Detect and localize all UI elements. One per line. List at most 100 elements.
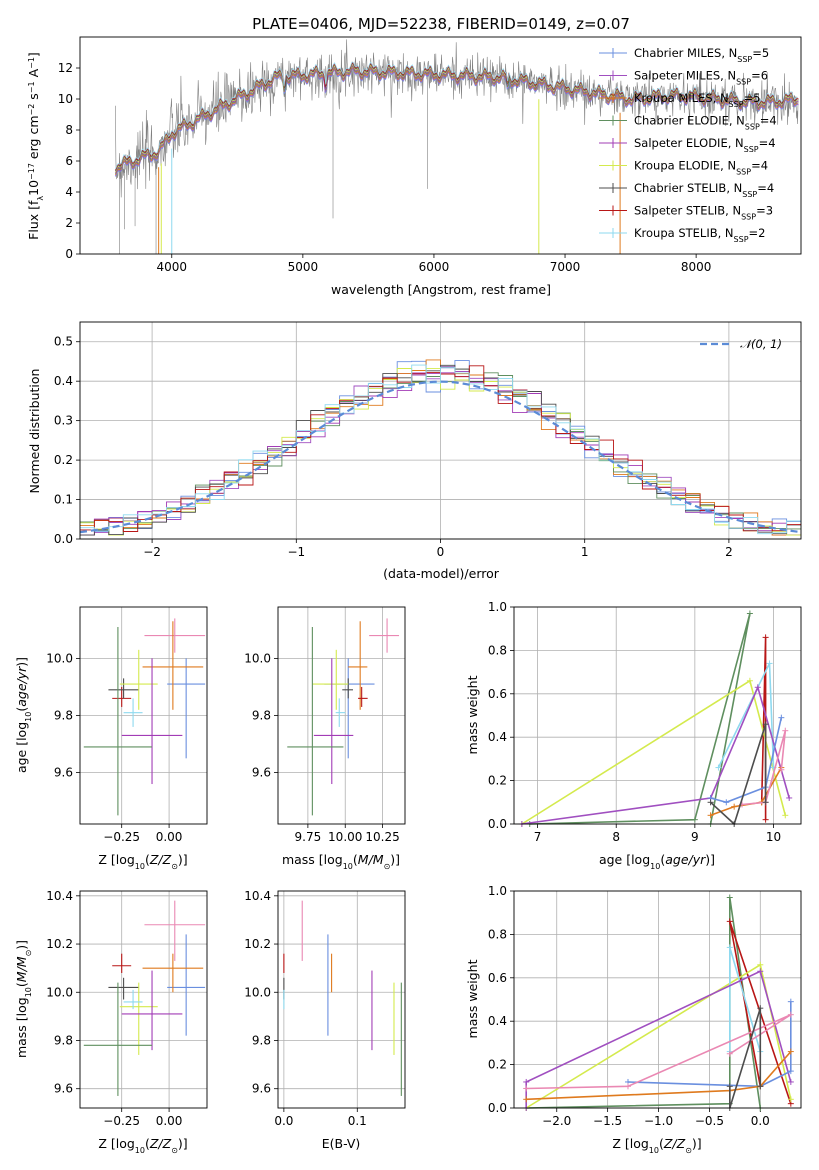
y-tick-label: 9.6 — [252, 1082, 271, 1096]
weight-vs-age-ticks: 7 8 9 10 0.0 0.2 0.4 0.6 0.8 1.0 — [488, 600, 781, 844]
age-vs-mass-ticks: 9.75 10.00 10.25 9.6 9.8 10.0 — [244, 651, 399, 844]
y-tick-label: 9.8 — [252, 709, 271, 723]
x-tick-label: 0.00 — [156, 1114, 183, 1128]
x-tick-label: 10.25 — [365, 830, 399, 844]
mass-vs-ebv-frame — [277, 890, 406, 1109]
x-tick-label: 9.75 — [295, 830, 322, 844]
x-tick-label: 0.0 — [751, 1114, 770, 1128]
weight-vs-age-xlabel: age [log10(age/yr)] — [599, 852, 715, 871]
x-tick-label: −0.25 — [103, 830, 140, 844]
y-tick-label: 9.8 — [54, 709, 73, 723]
age-vs-z-xlabel: Z [log10(Z/Z⊙)] — [98, 852, 187, 871]
x-tick-label: −2.0 — [542, 1114, 571, 1128]
x-tick-label: 7 — [534, 830, 542, 844]
y-tick-label: 0.0 — [54, 532, 73, 546]
age-vs-z-ylabel: age [log10(age/yr)] — [14, 657, 33, 773]
residuals-ylabel: Normed distribution — [27, 369, 42, 494]
spectrum-frame — [79, 36, 802, 255]
mass-vs-z-ticks: −0.25 0.00 9.6 9.8 10.0 10.2 10.4 — [46, 889, 182, 1128]
weight-vs-z-ticks: −2.0 −1.5 −1.0 −0.5 0.0 0.0 0.2 0.4 0.6 0.8 1.0 — [488, 884, 770, 1128]
x-tick-label: 8000 — [681, 260, 712, 274]
weight-vs-z-axes: −2.0 −1.5 −1.0 −0.5 0.0 0.0 0.2 0.4 0.6 0.8 1.0 Z [… — [465, 884, 802, 1155]
weight-vs-z-plot — [523, 894, 794, 1111]
x-tick-label: 0.1 — [348, 1114, 367, 1128]
mass-vs-ebv-xlabel: E(B-V) — [322, 1136, 361, 1151]
residuals-plot — [79, 359, 802, 536]
legend-entry: Chabrier ELODIE, NSSP=4 — [634, 114, 777, 132]
y-tick-label: 0.5 — [54, 335, 73, 349]
y-tick-label: 0.6 — [488, 971, 507, 985]
y-tick-label: 0 — [65, 247, 73, 261]
y-tick-label: 0.3 — [54, 414, 73, 428]
x-tick-label: −1.0 — [644, 1114, 673, 1128]
weight-z-line — [526, 897, 762, 1109]
x-tick-label: 0.00 — [156, 830, 183, 844]
spectrum-ticks: 4000 5000 6000 7000 8000 0 2 4 6 8 10 12 — [58, 61, 712, 274]
spectrum-ylabel: Flux [fλ10−17 erg cm−2 s−1 A−1] — [26, 52, 45, 240]
mass-vs-z-frame — [79, 890, 208, 1109]
legend-entry: Kroupa ELODIE, NSSP=4 — [634, 159, 768, 177]
mass-vs-z-axes: −0.25 0.00 9.6 9.8 10.0 10.2 10.4 Z [log10(Z/Z⊙… — [14, 889, 208, 1155]
spectrum-xlabel: wavelength [Angstrom, rest frame] — [331, 282, 551, 297]
y-tick-label: 10.0 — [46, 651, 73, 665]
x-tick-label: 9 — [691, 830, 699, 844]
mass-vs-z-ylabel: mass [log10(M/M⊙)] — [14, 940, 33, 1058]
spectrum-model-line — [115, 67, 798, 175]
legend-entry: Salpeter STELIB, NSSP=3 — [634, 204, 773, 222]
age-vs-mass-xlabel: mass [log10(M/M⊙)] — [282, 852, 400, 871]
weight-age-line — [521, 684, 790, 825]
y-tick-label: 1.0 — [488, 884, 507, 898]
y-tick-label: 0.0 — [488, 817, 507, 831]
weight-age-line — [529, 613, 751, 825]
x-tick-label: 10 — [766, 830, 781, 844]
y-tick-label: 0.2 — [54, 453, 73, 467]
weight-vs-age-axes: 7 8 9 10 0.0 0.2 0.4 0.6 0.8 1.0 age [log10(age/yr… — [465, 600, 802, 871]
weight-age-line — [710, 717, 783, 804]
weight-z-line — [525, 970, 792, 1108]
weight-z-line — [526, 1051, 792, 1101]
y-tick-label: 10.0 — [244, 985, 271, 999]
x-tick-label: −1.5 — [593, 1114, 622, 1128]
spectrum-plot — [115, 39, 799, 254]
age-vs-mass-plot — [287, 618, 400, 816]
y-tick-label: 9.6 — [54, 1082, 73, 1096]
y-tick-label: 10.0 — [46, 985, 73, 999]
age-vs-mass-axes: 9.75 10.00 10.25 9.6 9.8 10.0 mass [log10(M/M⊙… — [244, 606, 406, 871]
weight-vs-age-ylabel: mass weight — [465, 675, 480, 754]
y-tick-label: 9.6 — [54, 766, 73, 780]
spectrum-legend: Chabrier MILES, NSSP=5 Salpeter MILES, NS… — [599, 46, 777, 244]
y-tick-label: 9.8 — [54, 1033, 73, 1047]
y-tick-label: 8 — [65, 123, 73, 137]
spectrum-model-line — [115, 61, 798, 170]
x-tick-label: −0.25 — [103, 1114, 140, 1128]
y-tick-label: 10 — [58, 92, 73, 106]
x-tick-label: 8 — [612, 830, 620, 844]
y-tick-label: 10.4 — [46, 889, 73, 903]
residuals-axes: −2 −1 0 1 2 0.0 0.1 0.2 0.3 0.4 0.5 (data-model)/er… — [27, 321, 802, 581]
weight-vs-z-ylabel: mass weight — [465, 959, 480, 1038]
age-vs-z-frame — [79, 606, 208, 825]
x-tick-label: −0.5 — [695, 1114, 724, 1128]
residuals-frame — [79, 321, 802, 540]
legend-entry: 𝒩(0, 1) — [740, 337, 782, 351]
legend-entry: Kroupa STELIB, NSSP=2 — [634, 226, 765, 244]
y-tick-label: 0.4 — [488, 730, 507, 744]
x-tick-label: 6000 — [419, 260, 450, 274]
residuals-xlabel: (data-model)/error — [383, 566, 500, 581]
weight-vs-z-frame — [513, 890, 802, 1109]
spectrum-model-line — [115, 64, 798, 173]
weight-age-line — [741, 730, 787, 806]
x-tick-label: 4000 — [156, 260, 187, 274]
age-vs-z-axes: −0.25 0.00 9.6 9.8 10.0 Z [log10(Z/Z⊙)] age [l… — [14, 606, 208, 871]
residuals-ticks: −2 −1 0 1 2 0.0 0.1 0.2 0.3 0.4 0.5 — [54, 335, 733, 559]
y-tick-label: 4 — [65, 185, 73, 199]
x-tick-label: −1 — [287, 545, 305, 559]
y-tick-label: 0.2 — [488, 774, 507, 788]
weight-age-line — [710, 723, 767, 826]
legend-entry: Kroupa MILES, NSSP=5 — [634, 91, 760, 109]
y-tick-label: 0.4 — [54, 374, 73, 388]
legend-entry: Chabrier STELIB, NSSP=4 — [634, 181, 774, 199]
y-tick-label: 10.0 — [244, 651, 271, 665]
spectrum-axes: 4000 5000 6000 7000 8000 0 2 4 6 8 10 12 wavelength … — [26, 36, 802, 297]
